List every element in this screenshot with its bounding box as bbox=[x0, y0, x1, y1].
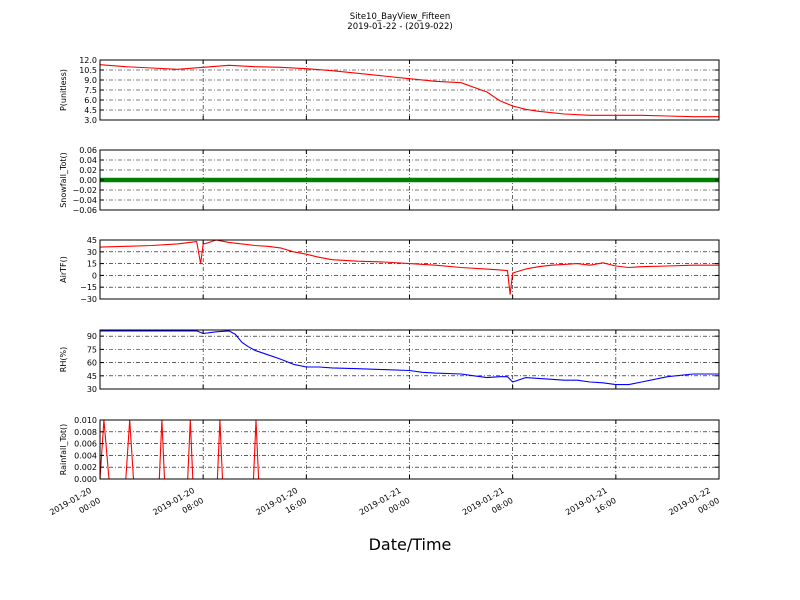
y-tick-label: 10.5 bbox=[79, 66, 97, 75]
y-tick-label: 0.002 bbox=[74, 463, 97, 472]
y-tick-label: 0.02 bbox=[79, 166, 97, 175]
y-axis-label: RH(%) bbox=[59, 347, 68, 372]
y-tick-label: 9.0 bbox=[84, 76, 97, 85]
y-tick-label: 0.06 bbox=[79, 146, 97, 155]
y-tick-label: 0.000 bbox=[74, 475, 97, 484]
y-tick-label: −30 bbox=[80, 295, 97, 304]
subplot-2: 0.060.040.020.00−0.02−0.04−0.06 Snowfall_… bbox=[59, 146, 720, 215]
y-tick-label: 0.04 bbox=[79, 156, 97, 165]
series-line-1 bbox=[99, 64, 719, 118]
y-tick-label: 45 bbox=[87, 236, 97, 245]
y-tick-label: 12.0 bbox=[79, 56, 97, 65]
y-tick-label: −0.02 bbox=[72, 186, 97, 195]
chart-subtitle: 2019-01-22 - (2019-022) bbox=[347, 22, 452, 32]
y-tick-label: 30 bbox=[87, 385, 97, 394]
y-tick-label: 60 bbox=[87, 359, 97, 368]
y-tick-label: −15 bbox=[80, 283, 97, 292]
chart-title: Site10_BayView_Fifteen bbox=[350, 12, 451, 22]
y-tick-label: 0 bbox=[92, 271, 97, 280]
subplot-1: 12.010.59.07.56.04.53.0 P(unitless) bbox=[59, 56, 720, 125]
y-tick-label: 30 bbox=[87, 248, 97, 257]
y-axis-label: Rainfall_Tot() bbox=[59, 424, 68, 476]
subplots: 12.010.59.07.56.04.53.0P(unitless)0.060.… bbox=[59, 56, 720, 484]
y-tick-label: 4.5 bbox=[84, 106, 97, 115]
y-tick-label: 75 bbox=[87, 345, 97, 354]
y-tick-label: 6.0 bbox=[84, 96, 97, 105]
y-tick-label: 7.5 bbox=[84, 86, 97, 95]
y-tick-label: 0.008 bbox=[74, 428, 97, 437]
y-tick-label: 0.010 bbox=[74, 416, 97, 425]
y-axis-label: P(unitless) bbox=[59, 69, 68, 111]
y-axis-label: Snowfall_Tot() bbox=[59, 152, 68, 208]
y-tick-label: 45 bbox=[87, 372, 97, 381]
y-tick-label: 15 bbox=[87, 260, 97, 269]
x-axis-label: Date/Time bbox=[369, 535, 452, 554]
y-tick-label: −0.06 bbox=[72, 206, 97, 215]
y-tick-label: 0.004 bbox=[74, 451, 97, 460]
subplot-5: 0.010 0.008 0.006 0.004 0.002 0.000 Rainfall_T… bbox=[59, 416, 720, 484]
subplot-4: 90 75 60 45 30 RH(%) bbox=[59, 329, 720, 394]
series-line-4 bbox=[100, 330, 719, 386]
y-tick-label: −0.04 bbox=[72, 196, 97, 205]
y-tick-label: 0.00 bbox=[79, 176, 97, 185]
y-axis-label: AirTF() bbox=[59, 256, 68, 283]
y-tick-label: 90 bbox=[87, 332, 97, 341]
series-line-3 bbox=[99, 239, 719, 295]
y-tick-label: 0.006 bbox=[74, 440, 97, 449]
y-tick-label: 3.0 bbox=[84, 116, 97, 125]
subplot-3: 45 30 15 0 −15 −30 AirTF() bbox=[59, 236, 720, 304]
